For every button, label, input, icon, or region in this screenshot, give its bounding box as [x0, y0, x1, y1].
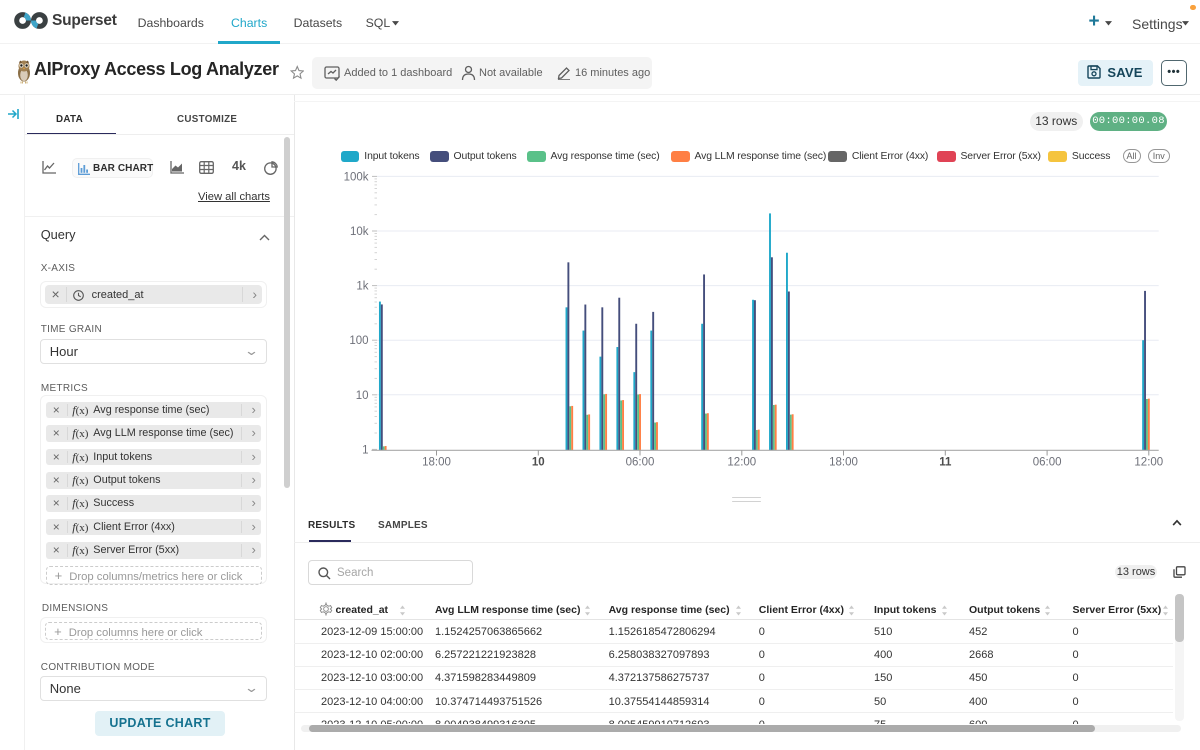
svg-text:18:00: 18:00	[422, 457, 451, 469]
svg-text:1k: 1k	[356, 281, 368, 293]
svg-text:1: 1	[362, 444, 368, 456]
svg-text:18:00: 18:00	[829, 457, 858, 469]
svg-text:12:00: 12:00	[1134, 457, 1163, 469]
svg-text:12:00: 12:00	[727, 457, 756, 469]
svg-text:100k: 100k	[344, 171, 369, 183]
svg-text:10: 10	[356, 390, 369, 402]
svg-text:06:00: 06:00	[1033, 457, 1062, 469]
svg-text:100: 100	[349, 335, 368, 347]
svg-text:10: 10	[532, 457, 545, 469]
svg-text:11: 11	[939, 457, 952, 469]
svg-text:06:00: 06:00	[626, 457, 655, 469]
svg-text:10k: 10k	[350, 226, 369, 238]
